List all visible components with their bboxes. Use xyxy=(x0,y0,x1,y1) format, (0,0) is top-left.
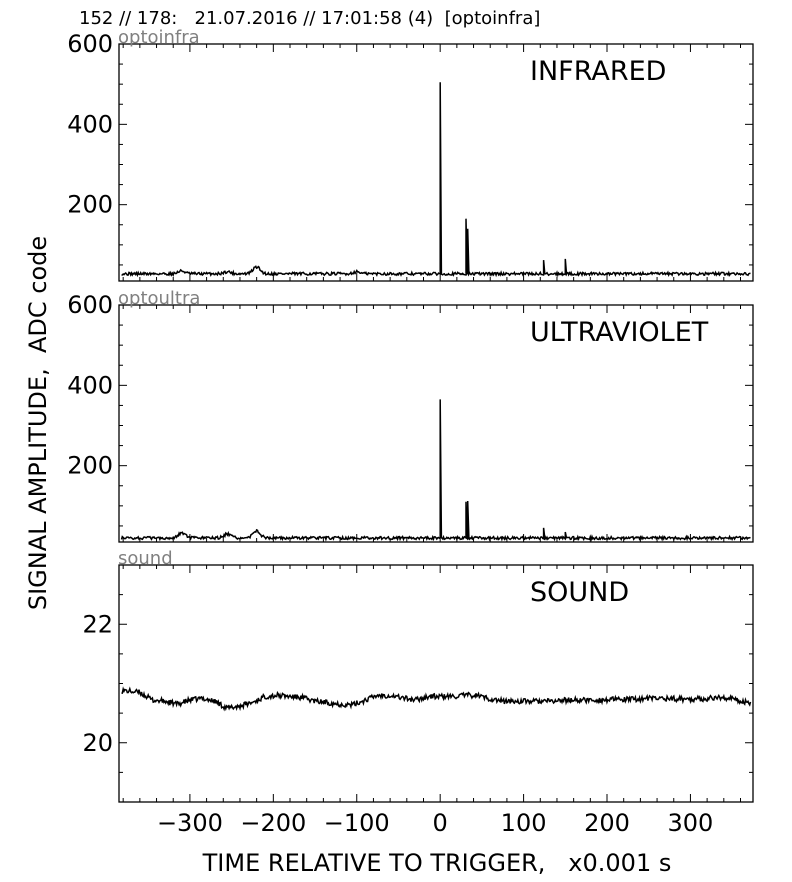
channel-label: sound xyxy=(118,548,173,569)
y-tick-label: 400 xyxy=(67,110,113,138)
x-tick-label: −200 xyxy=(240,809,306,837)
figure-header: 152 // 178: 21.07.2016 // 17:01:58 (4) [… xyxy=(79,8,541,29)
panel-title: INFRARED xyxy=(530,56,666,87)
panel-title: ULTRAVIOLET xyxy=(530,317,709,348)
series-line-sound xyxy=(121,686,752,712)
series-line-optoultra xyxy=(120,399,751,542)
panel-title: SOUND xyxy=(530,577,629,608)
x-tick-label: −100 xyxy=(324,809,390,837)
y-tick-label: 600 xyxy=(67,291,113,319)
y-tick-label: 200 xyxy=(67,452,113,480)
y-tick-label: 20 xyxy=(82,729,113,757)
series-line-optoinfra xyxy=(121,82,751,278)
x-tick-label: −300 xyxy=(157,809,223,837)
y-axis-label: SIGNAL AMPLITUDE, ADC code xyxy=(24,235,52,611)
x-tick-label: 0 xyxy=(433,809,448,837)
plot-frame-optoultra xyxy=(118,304,754,543)
y-tick-label: 200 xyxy=(67,191,113,219)
plot-frame-optoinfra xyxy=(118,43,754,282)
y-tick-label: 22 xyxy=(82,610,113,638)
y-tick-label: 600 xyxy=(67,30,113,58)
y-tick-label: 400 xyxy=(67,371,113,399)
x-tick-label: 100 xyxy=(501,809,547,837)
channel-label: optoultra xyxy=(118,288,200,309)
x-tick-label: 200 xyxy=(584,809,630,837)
x-axis-label: TIME RELATIVE TO TRIGGER, x0.001 s xyxy=(202,849,672,877)
x-tick-label: 300 xyxy=(668,809,714,837)
channel-label: optoinfra xyxy=(118,27,200,48)
plot-frame-sound xyxy=(118,564,754,803)
